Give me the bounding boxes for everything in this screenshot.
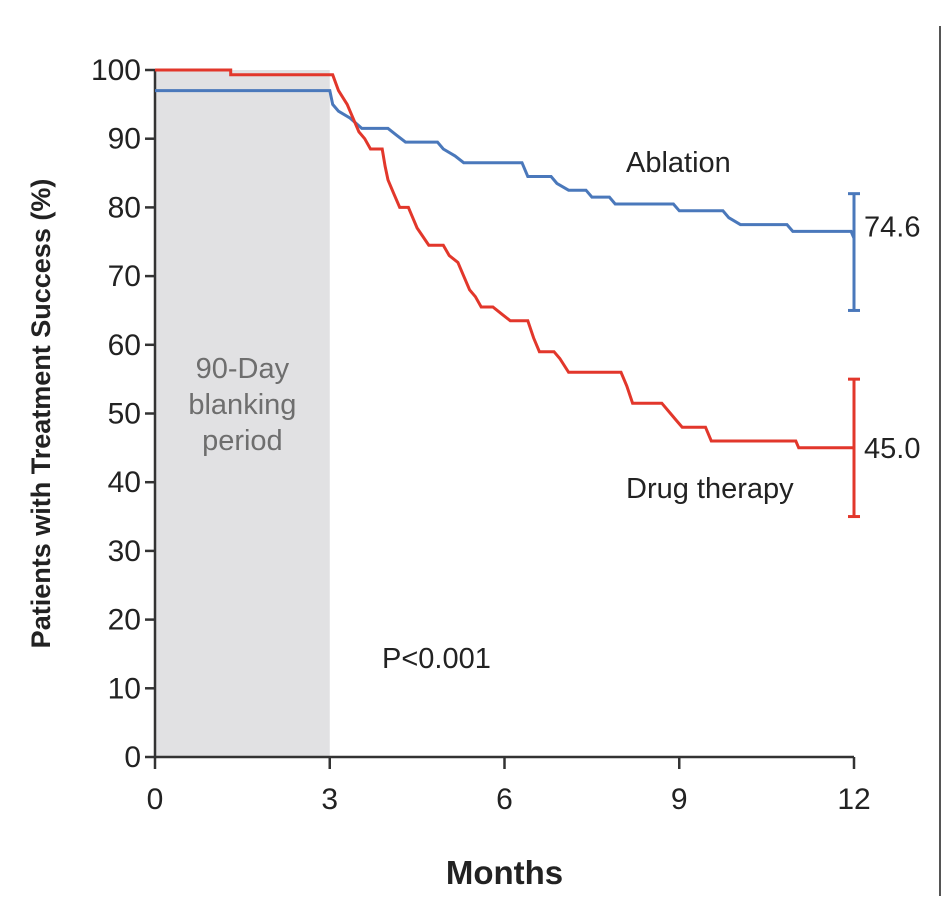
final-value-label-ablation: 74.6 [864, 211, 920, 243]
y-tick-label: 100 [91, 54, 141, 87]
blanking-period-label: 90-Day blanking period [188, 353, 296, 457]
x-axis-title: Months [446, 854, 563, 891]
x-tick-label: 9 [671, 783, 688, 816]
x-tick-label: 3 [321, 783, 338, 816]
y-tick-label: 80 [108, 191, 141, 224]
y-tick-label: 50 [108, 398, 141, 431]
blanking-label-line: blanking [188, 389, 296, 421]
x-axis-ticks: 0 3 6 9 12 [147, 757, 871, 816]
blanking-label-line: period [202, 425, 283, 457]
y-tick-label: 0 [124, 741, 141, 774]
drug-therapy-series-label: Drug therapy [626, 473, 794, 505]
x-tick-label: 12 [837, 783, 870, 816]
confidence-interval-group: 74.6 45.0 [848, 192, 920, 519]
blanking-period-region [155, 70, 330, 757]
x-tick-label: 0 [147, 783, 164, 816]
ablation-series-label: Ablation [626, 147, 731, 179]
x-tick-label: 6 [496, 783, 513, 816]
series-line-drug-therapy [155, 68, 854, 450]
series-group [155, 68, 856, 450]
y-tick-label: 60 [108, 329, 141, 362]
final-value-label-drug-therapy: 45.0 [864, 433, 920, 465]
blanking-label-line: 90-Day [196, 353, 290, 385]
series-line-ablation [155, 89, 856, 239]
y-tick-label: 20 [108, 604, 141, 637]
y-axis-ticks: 0 10 20 30 40 50 60 70 80 90 100 [91, 54, 155, 774]
y-axis-title: Patients with Treatment Success (%) [26, 179, 56, 649]
y-tick-label: 70 [108, 260, 141, 293]
y-tick-label: 90 [108, 123, 141, 156]
p-value-label: P<0.001 [382, 643, 491, 675]
y-tick-label: 30 [108, 535, 141, 568]
y-tick-label: 40 [108, 466, 141, 499]
y-tick-label: 10 [108, 672, 141, 705]
